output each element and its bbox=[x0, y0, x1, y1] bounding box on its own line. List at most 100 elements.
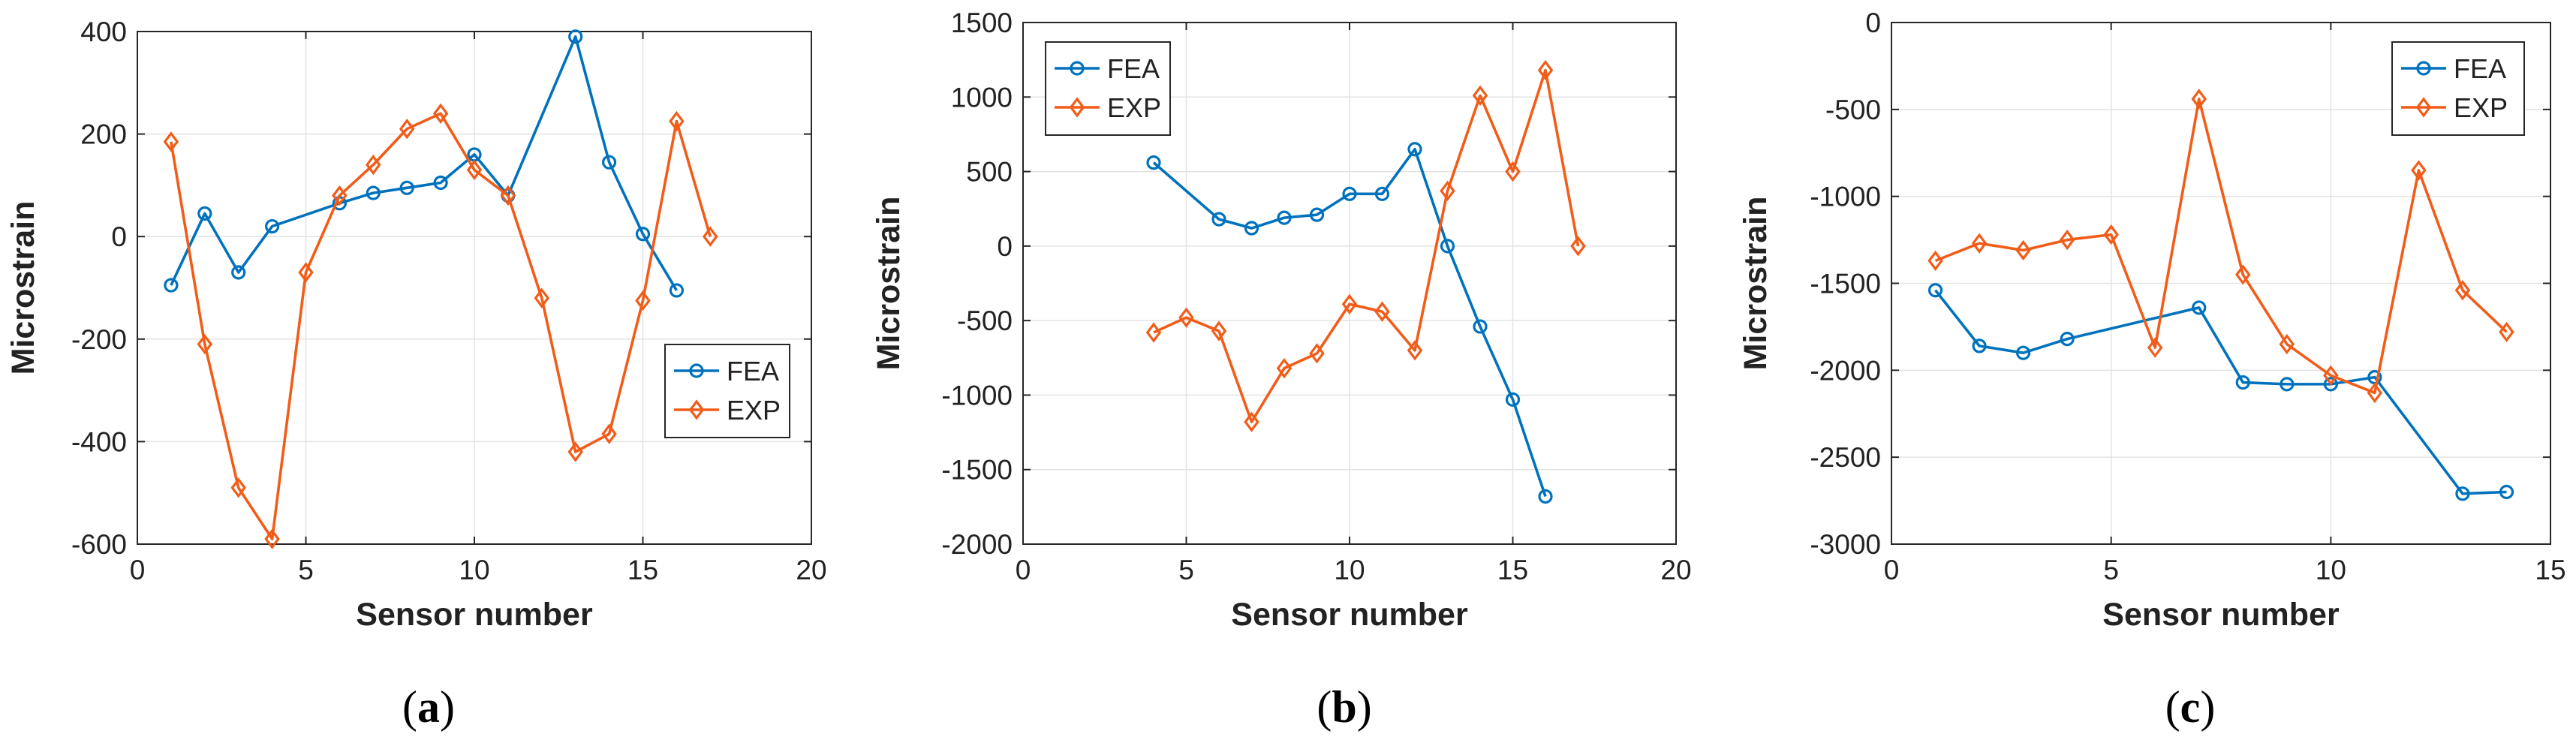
chart-panel-b: 0 5 10 15 20 -2000 -1500 -1000 -500 0 500 1000 1500 S… bbox=[871, 8, 1692, 732]
y-tick-label: 1500 bbox=[951, 8, 1013, 38]
data-point-exp bbox=[163, 131, 179, 152]
data-point-exp bbox=[601, 423, 617, 444]
data-point-exp bbox=[1178, 307, 1194, 328]
data-point-fea bbox=[433, 175, 448, 191]
data-point-exp bbox=[332, 185, 348, 206]
x-tick-label: 10 bbox=[2316, 555, 2346, 585]
legend-label-fea: FEA bbox=[1107, 53, 1160, 84]
data-point-exp bbox=[432, 103, 449, 124]
data-point-exp bbox=[366, 154, 381, 176]
y-tick-label: -1500 bbox=[941, 455, 1013, 486]
data-point-fea bbox=[2192, 300, 2207, 315]
data-point-exp bbox=[1440, 180, 1455, 202]
legend: FEA EXP bbox=[1045, 41, 1171, 136]
series-line-exp bbox=[170, 112, 712, 540]
data-point-fea bbox=[1440, 239, 1455, 254]
y-axis-label: Microstrain bbox=[871, 197, 907, 371]
data-point-exp bbox=[2499, 321, 2514, 343]
y-tick-label: 1000 bbox=[951, 82, 1013, 113]
legend-label-fea: FEA bbox=[2454, 53, 2506, 84]
data-point-fea bbox=[265, 218, 280, 234]
data-point-exp bbox=[2191, 89, 2207, 110]
y-tick-label: -1500 bbox=[1810, 269, 1881, 299]
data-point-exp bbox=[534, 287, 550, 308]
legend-label-exp: EXP bbox=[727, 395, 781, 426]
x-axis-label: Sensor number bbox=[356, 597, 593, 633]
data-point-exp bbox=[230, 477, 246, 498]
x-tick-label: 20 bbox=[796, 555, 826, 585]
x-tick-label: 0 bbox=[1016, 555, 1031, 585]
x-axis-label: Sensor number bbox=[1231, 597, 1468, 633]
data-point-fea bbox=[1972, 338, 1987, 353]
y-tick-label: 200 bbox=[80, 119, 127, 150]
data-point-fea bbox=[2280, 377, 2295, 392]
data-point-fea bbox=[1309, 207, 1325, 222]
data-point-fea bbox=[2499, 484, 2514, 500]
data-point-exp bbox=[466, 159, 483, 181]
legend: FEA EXP bbox=[664, 344, 790, 438]
data-point-fea bbox=[635, 227, 651, 242]
data-point-exp bbox=[2059, 229, 2075, 251]
data-point-fea bbox=[2323, 377, 2338, 392]
y-tick-label: 500 bbox=[966, 157, 1013, 188]
series-line-exp bbox=[1934, 98, 2508, 395]
legend-label-exp: EXP bbox=[1107, 92, 1161, 123]
legend-box bbox=[1045, 41, 1171, 136]
legend-label-exp: EXP bbox=[2454, 92, 2508, 123]
data-point-fea bbox=[1927, 283, 1943, 298]
data-point-fea bbox=[2235, 375, 2250, 390]
y-tick-label: -500 bbox=[957, 305, 1013, 336]
data-point-exp bbox=[1276, 358, 1293, 379]
data-point-fea bbox=[1505, 392, 1521, 407]
data-point-exp bbox=[1145, 322, 1162, 343]
data-point-exp bbox=[1570, 236, 1586, 257]
data-point-exp bbox=[197, 333, 213, 355]
data-point-fea bbox=[1244, 221, 1259, 236]
data-point-fea bbox=[399, 180, 414, 195]
legend-marker-fea bbox=[1070, 61, 1085, 76]
data-point-fea bbox=[1277, 210, 1292, 225]
data-point-fea bbox=[2455, 486, 2470, 501]
x-axis-label: Sensor number bbox=[2102, 597, 2340, 633]
legend: FEA EXP bbox=[2391, 41, 2525, 136]
legend-label-fea: FEA bbox=[727, 356, 779, 387]
legend-marker-fea bbox=[689, 363, 704, 378]
y-tick-label: 0 bbox=[997, 231, 1013, 262]
x-tick-label: 15 bbox=[1497, 555, 1528, 585]
y-tick-label: -400 bbox=[71, 426, 127, 457]
data-point-exp bbox=[2279, 333, 2295, 355]
data-point-exp bbox=[1971, 233, 1988, 254]
data-point-fea bbox=[2016, 345, 2031, 360]
chart-panel-a: 0 5 10 15 20 -600 -400 -200 0 200 400 Sensor number… bbox=[5, 17, 827, 732]
y-tick-label: -600 bbox=[71, 529, 127, 560]
y-tick-label: 0 bbox=[1865, 8, 1881, 38]
x-tick-label: 20 bbox=[1660, 555, 1691, 585]
data-point-exp bbox=[1472, 85, 1488, 106]
legend-marker-exp bbox=[688, 399, 705, 420]
chart-panel-c: 0 5 10 15 -3000 -2500 -2000 -1500 -1000 -500 0 Sens… bbox=[1738, 8, 2566, 732]
x-tick-label: 10 bbox=[1334, 555, 1365, 585]
y-tick-label: -2000 bbox=[1810, 355, 1881, 386]
data-point-fea bbox=[1342, 186, 1357, 201]
legend-marker-fea bbox=[2416, 61, 2431, 76]
x-tick-label: 15 bbox=[2535, 555, 2565, 585]
y-tick-label: -3000 bbox=[1810, 529, 1881, 560]
y-axis-label: Microstrain bbox=[5, 201, 41, 375]
y-tick-label: -1000 bbox=[1810, 182, 1881, 212]
data-point-exp bbox=[669, 110, 685, 132]
panel-caption: (a) bbox=[402, 682, 455, 732]
x-tick-label: 0 bbox=[130, 555, 146, 585]
y-tick-label: -1000 bbox=[941, 380, 1013, 411]
panel-caption: (c) bbox=[2165, 682, 2216, 732]
data-point-fea bbox=[366, 185, 381, 200]
y-tick-label: -2000 bbox=[941, 529, 1013, 560]
legend-box bbox=[664, 344, 790, 438]
data-point-fea bbox=[1211, 212, 1226, 227]
data-point-exp bbox=[2235, 264, 2251, 285]
legend-box bbox=[2391, 41, 2525, 136]
data-point-exp bbox=[2454, 280, 2471, 301]
x-tick-label: 0 bbox=[1884, 555, 1900, 585]
data-point-fea bbox=[231, 265, 246, 280]
data-point-exp bbox=[2411, 160, 2427, 181]
